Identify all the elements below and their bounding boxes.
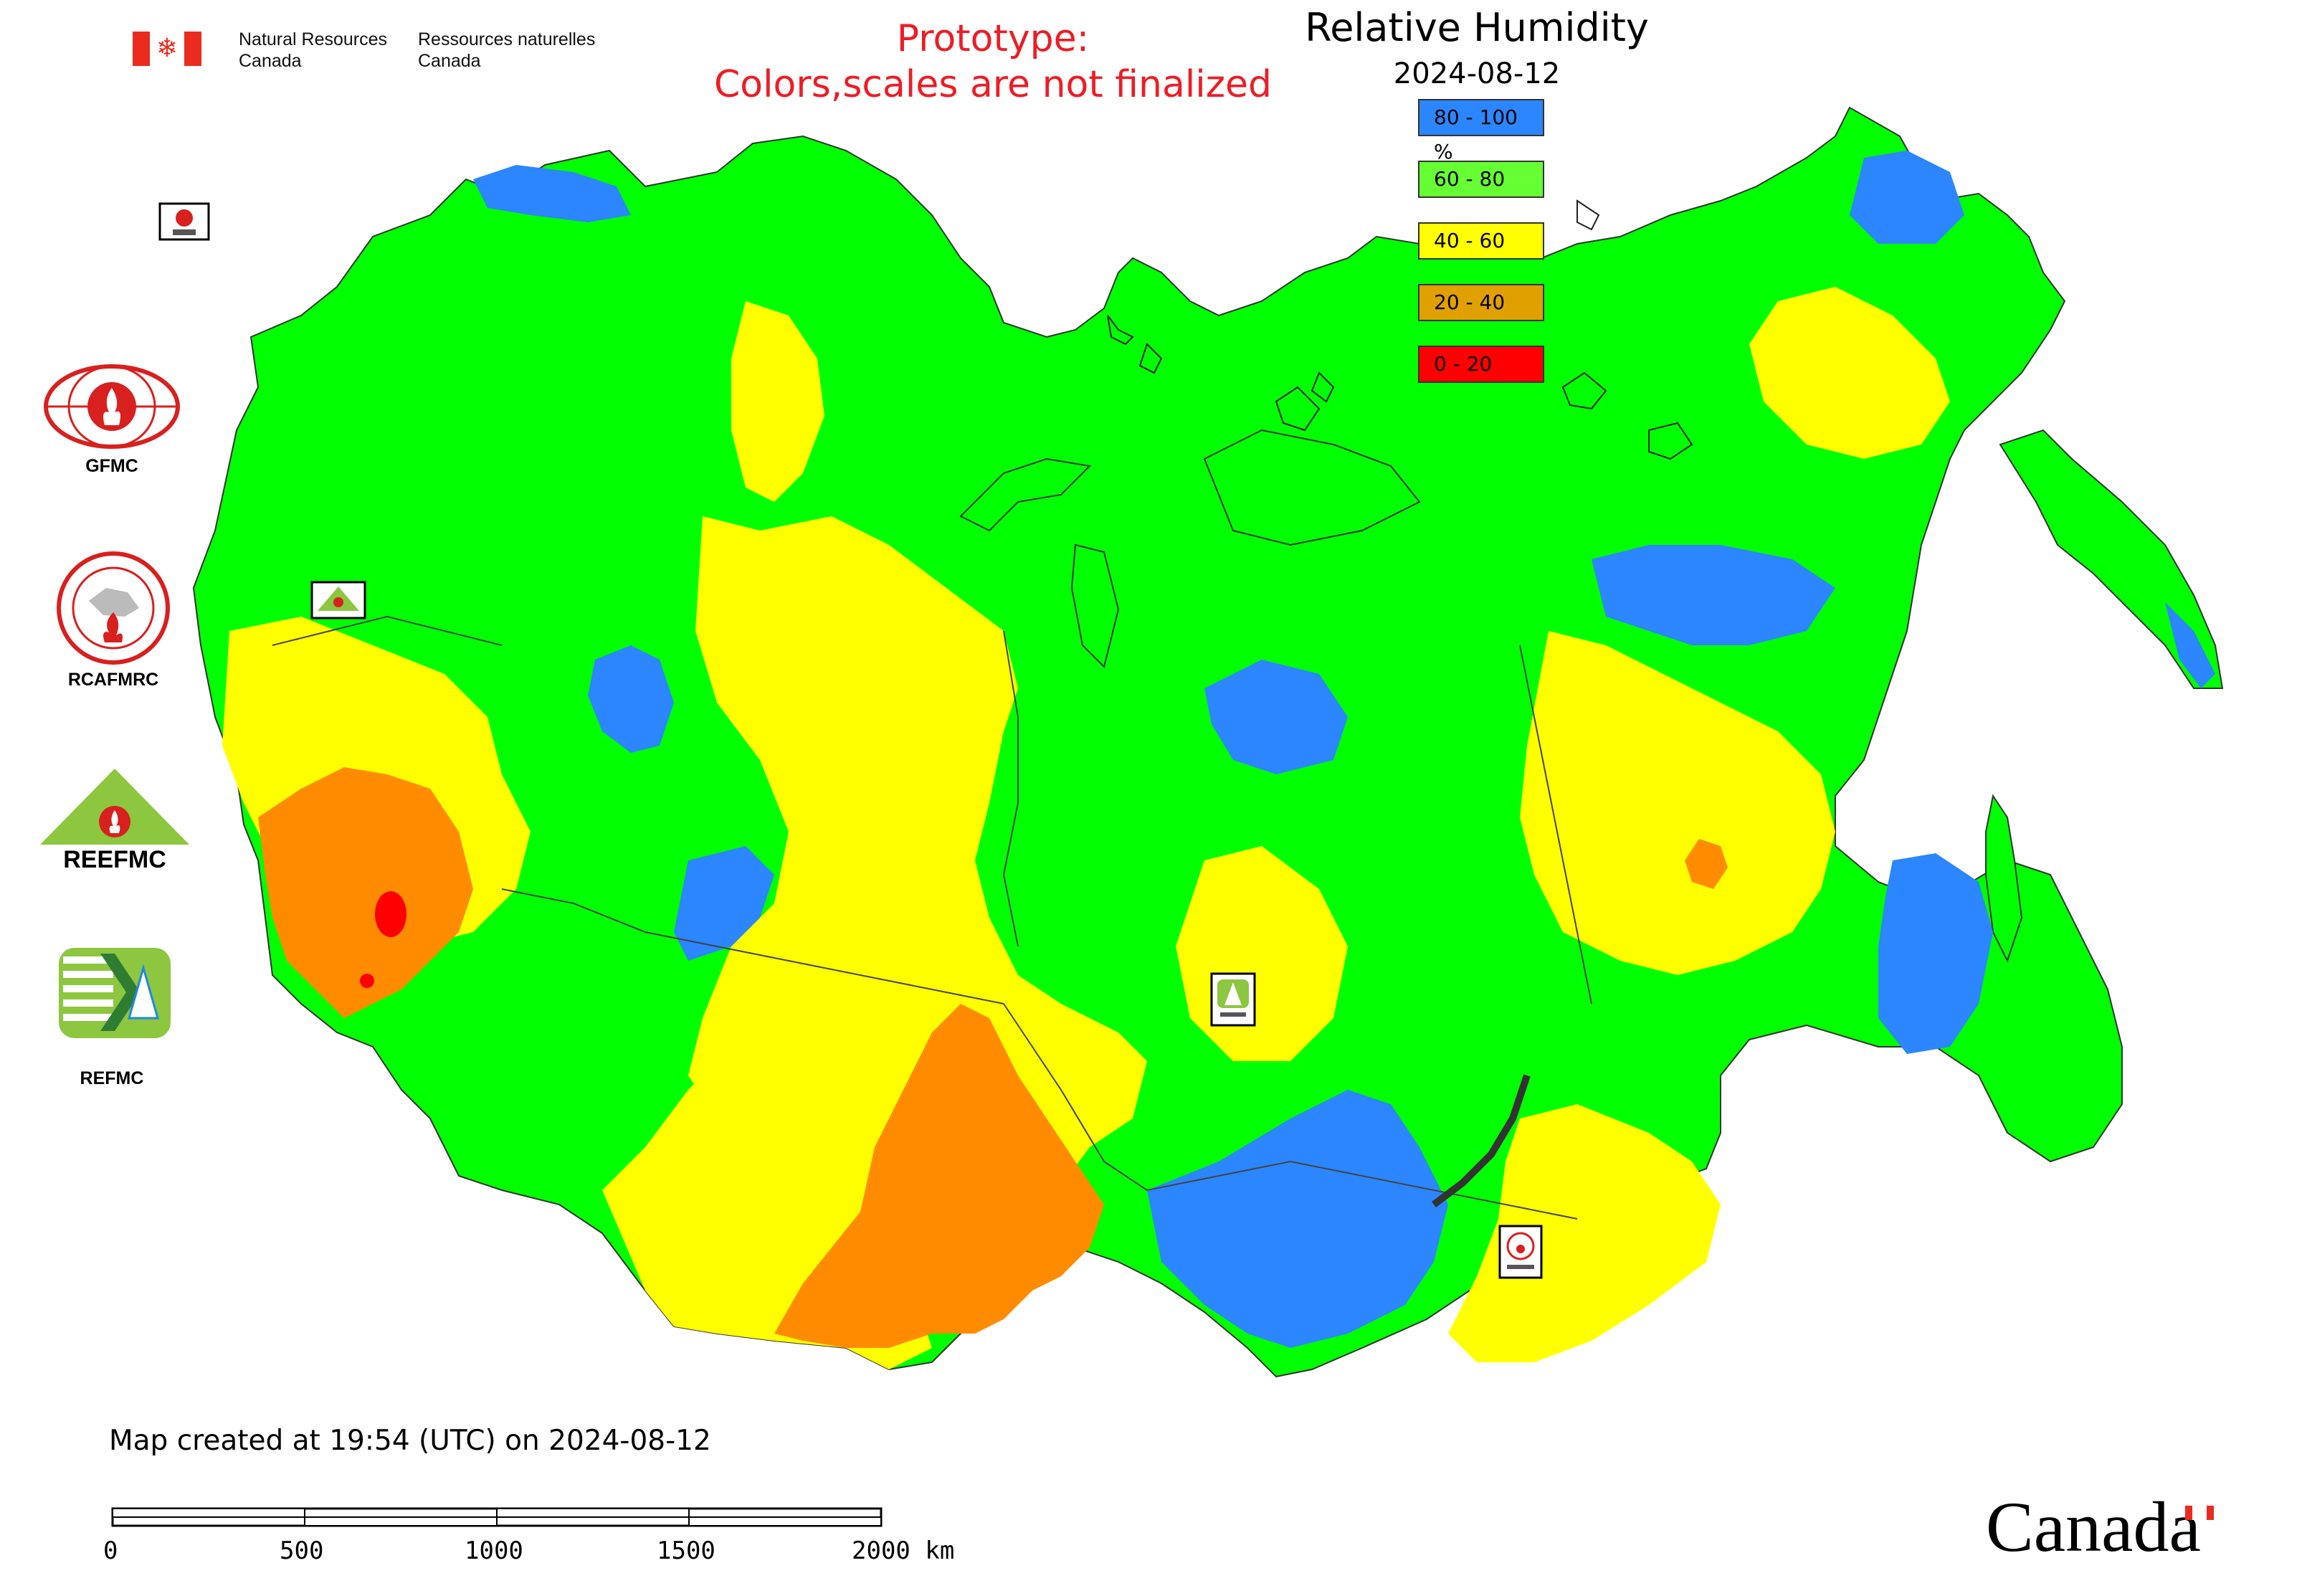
map-created-timestamp: Map created at 19:54 (UTC) on 2024-08-12 bbox=[109, 1425, 711, 1457]
zone-80-100-putorana bbox=[1204, 660, 1348, 774]
agency-country-en: Canada bbox=[239, 51, 302, 71]
zone-80-100-kola bbox=[473, 165, 631, 222]
zone-40-60-southeast bbox=[1448, 1104, 1721, 1362]
canada-flag-icon: ❄ bbox=[133, 32, 201, 66]
scale-bar bbox=[111, 1507, 883, 1527]
zone-80-100-amur bbox=[1878, 853, 1993, 1054]
border-line bbox=[1003, 1003, 1578, 1220]
reefmc-logo-text: REEFMC bbox=[63, 846, 166, 873]
border-line bbox=[272, 615, 503, 646]
nrcan-signature: ❄ Natural Resources Canada Ressources na… bbox=[133, 26, 606, 76]
zone-80-100-urals bbox=[588, 645, 674, 753]
scale-label-0: 0 bbox=[103, 1536, 118, 1565]
zone-20-40-yakutia bbox=[1685, 839, 1728, 889]
legend-item-80-100: 80 - 100 % bbox=[1418, 99, 1544, 163]
novaya-zemlya bbox=[959, 457, 1092, 532]
gfmc-logo bbox=[44, 364, 180, 449]
rcafmrc-marker bbox=[1498, 1225, 1543, 1279]
border-line bbox=[1519, 645, 1592, 1004]
legend-item-0-20: 0 - 20 bbox=[1418, 346, 1544, 383]
refmc-label: REFMC bbox=[80, 1068, 144, 1088]
prototype-line-1: Prototype: bbox=[896, 17, 1090, 60]
kamchatka bbox=[1999, 429, 2224, 689]
refmc-logo bbox=[59, 948, 171, 1038]
canada-wordmark-flag-icon bbox=[2185, 1506, 2214, 1520]
scale-label-2000: 2000 km bbox=[852, 1536, 955, 1565]
prototype-line-2: Colors,scales are not finalized bbox=[713, 63, 1273, 106]
agency-name-en: Natural Resources bbox=[239, 29, 388, 49]
zone-80-100-chukotka bbox=[1850, 151, 1964, 244]
arctic-islands bbox=[1107, 199, 1693, 460]
reefmc-marker bbox=[310, 581, 366, 619]
taymyr bbox=[1203, 429, 1421, 546]
reefmc-logo: REEFMC bbox=[40, 769, 189, 873]
legend-item-40-60: 40 - 60 bbox=[1418, 222, 1544, 260]
zone-80-100-kamchatka-coast bbox=[2165, 602, 2215, 688]
agency-name-fr: Ressources naturelles bbox=[418, 29, 596, 49]
zone-40-60-kola bbox=[731, 301, 824, 502]
zone-80-100-sayan bbox=[1147, 1090, 1448, 1348]
rcafmrc-logo bbox=[57, 551, 170, 665]
map-title: Relative Humidity bbox=[1305, 5, 1649, 50]
scale-label-500: 500 bbox=[280, 1536, 324, 1565]
agency-country-fr: Canada bbox=[418, 51, 481, 71]
canada-wordmark: Canada bbox=[1986, 1487, 2201, 1567]
scale-label-1500: 1500 bbox=[657, 1536, 715, 1565]
zone-40-60-chukotka bbox=[1749, 287, 1950, 459]
gfmc-label: GFMC bbox=[85, 456, 138, 476]
scale-label-1000: 1000 bbox=[465, 1536, 523, 1565]
baikal bbox=[1432, 1074, 1531, 1207]
gfmc-marker bbox=[158, 202, 210, 241]
zone-80-100-west-siberia bbox=[674, 846, 774, 961]
zone-0-20-caspian bbox=[360, 974, 374, 988]
prototype-notice: Prototype: Colors,scales are not finaliz… bbox=[631, 16, 1355, 108]
zone-20-40-southwest bbox=[258, 767, 473, 1018]
zone-80-100-kolyma bbox=[1592, 545, 1835, 645]
map-date: 2024-08-12 bbox=[1393, 57, 1561, 90]
legend-item-60-80: 60 - 80 bbox=[1418, 161, 1544, 198]
sakhalin bbox=[1985, 794, 2023, 963]
border-line bbox=[1002, 630, 1019, 947]
legend-item-20-40: 20 - 40 bbox=[1418, 284, 1544, 321]
zone-0-20-volga bbox=[375, 891, 406, 937]
refmc-marker bbox=[1210, 972, 1256, 1027]
zone-20-40-kazakh bbox=[774, 1004, 1104, 1348]
rcafmrc-label: RCAFMRC bbox=[67, 670, 159, 690]
border-line bbox=[501, 888, 1004, 1004]
yamal bbox=[1070, 543, 1120, 668]
zone-40-60-east bbox=[1520, 631, 1835, 975]
